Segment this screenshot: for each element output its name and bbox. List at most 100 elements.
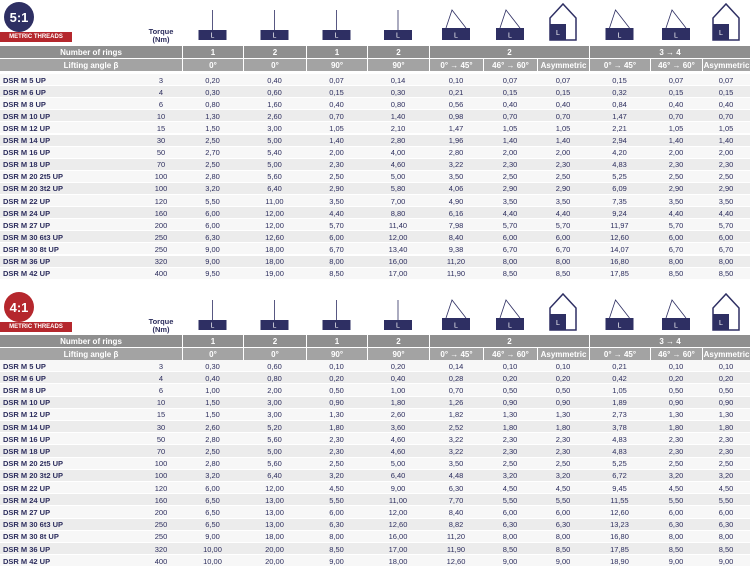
load-value: 6,00: [502, 232, 518, 242]
load-value: 2,30: [502, 446, 518, 456]
load-value: 5,40: [267, 148, 282, 158]
load-value: 1,05: [329, 123, 344, 133]
load-value: 2,10: [390, 123, 406, 133]
load-value: 2,50: [329, 459, 344, 469]
torque-value: 10: [156, 398, 166, 408]
load-value: 7,70: [448, 495, 464, 505]
torque-value: 400: [154, 556, 168, 566]
load-value: 5,00: [267, 446, 282, 456]
load-value: 18,00: [265, 532, 284, 542]
rings-count: 2: [243, 335, 306, 347]
load-value: 17,85: [610, 269, 629, 279]
angle-bar: [0, 348, 750, 360]
row-bg: [0, 146, 750, 159]
torque-value: 3: [158, 75, 164, 85]
load-value: 2,50: [555, 172, 571, 182]
load-value: 8,00: [502, 257, 518, 267]
load-value: 9,50: [205, 269, 220, 279]
load-value: 0,07: [555, 75, 571, 85]
product-name: DSR M 42 UP: [3, 556, 51, 566]
load-value: 0,07: [668, 75, 684, 85]
load-value: 5,60: [267, 434, 282, 444]
load-value: 17,00: [388, 544, 408, 554]
load-value: 9,00: [668, 556, 684, 566]
torque-value: 400: [154, 269, 168, 279]
row-bg: [0, 219, 750, 232]
load-value: 5,00: [267, 136, 282, 146]
row-bg: [0, 555, 750, 568]
load-value: 3,50: [668, 196, 684, 206]
product-name: DSR M 8 UP: [3, 385, 46, 395]
load-value: 16,80: [610, 257, 629, 267]
row-bg: [0, 110, 750, 123]
load-value: 3,50: [448, 172, 464, 182]
load-value: 11,97: [610, 220, 629, 230]
angle-value: 46° → 60°: [483, 59, 537, 71]
load-value: 0,80: [267, 373, 282, 383]
load-value: 1,50: [205, 410, 220, 420]
load-value: 0,15: [612, 75, 627, 85]
load-value: 0,32: [612, 87, 627, 97]
lifting-icon: L: [549, 292, 577, 331]
load-value: 6,00: [329, 507, 344, 517]
rings-count: 2: [243, 46, 306, 58]
load-value: 0,70: [668, 111, 684, 121]
torque-value: 320: [154, 544, 168, 554]
rings-count: 1: [182, 335, 243, 347]
load-value: 4,50: [555, 483, 571, 493]
load-value: 3,00: [267, 410, 282, 420]
load-value: 2,50: [205, 136, 220, 146]
load-value: 5,00: [390, 172, 406, 182]
load-value: 3,50: [448, 459, 464, 469]
lifting-icon: L: [322, 300, 351, 330]
load-value: 2,30: [329, 160, 344, 170]
load-value: 3,00: [267, 398, 282, 408]
load-value: 1,05: [668, 123, 684, 133]
torque-value: 160: [154, 208, 168, 218]
product-name: DSR M 18 UP: [3, 446, 51, 456]
angle-value: 0°: [182, 348, 243, 360]
load-value: 2,00: [555, 148, 571, 158]
load-value: 2,30: [555, 446, 571, 456]
icon-label: L: [618, 323, 622, 330]
torque-header: Torque (Nm): [148, 27, 174, 44]
load-value: 5,60: [267, 172, 282, 182]
lifting-icon: L: [442, 299, 470, 330]
torque-value: 4: [158, 87, 164, 97]
load-value: 0,70: [329, 111, 344, 121]
angle-value: 0°: [243, 59, 306, 71]
load-value: 0,10: [555, 361, 571, 371]
rings-count: 2: [367, 335, 429, 347]
lifting-icon: L: [662, 299, 690, 330]
ratio-badge: 4:1: [4, 292, 34, 322]
load-value: 5,70: [668, 220, 684, 230]
load-value: 0,90: [668, 398, 684, 408]
product-name: DSR M 20 3t2 UP: [3, 184, 64, 194]
load-value: 6,00: [205, 483, 220, 493]
load-value: 9,38: [448, 244, 464, 254]
load-value: 0,10: [448, 75, 464, 85]
lifting-icon: L: [384, 10, 412, 40]
lifting-icon: L: [496, 9, 524, 40]
load-value: 6,50: [205, 520, 220, 530]
load-value: 0,42: [612, 373, 627, 383]
angle-value: Asymmetric: [702, 59, 750, 71]
row-bg: [0, 530, 750, 543]
load-value: 8,50: [502, 269, 518, 279]
load-value: 2,30: [502, 434, 518, 444]
angle-value: 0° → 45°: [589, 59, 650, 71]
angle-value: 0°: [243, 348, 306, 360]
load-value: 0,90: [718, 398, 734, 408]
load-value: 1,47: [612, 111, 627, 121]
load-value: 0,14: [448, 361, 464, 371]
load-value: 6,40: [267, 471, 282, 481]
row-bg: [0, 457, 750, 470]
load-value: 4,40: [718, 208, 734, 218]
row-bg: [0, 243, 750, 256]
load-value: 0,70: [502, 111, 518, 121]
load-value: 9,00: [718, 556, 734, 566]
load-value: 5,80: [390, 184, 406, 194]
lifting-icon: L: [605, 9, 634, 40]
load-value: 8,00: [502, 532, 518, 542]
